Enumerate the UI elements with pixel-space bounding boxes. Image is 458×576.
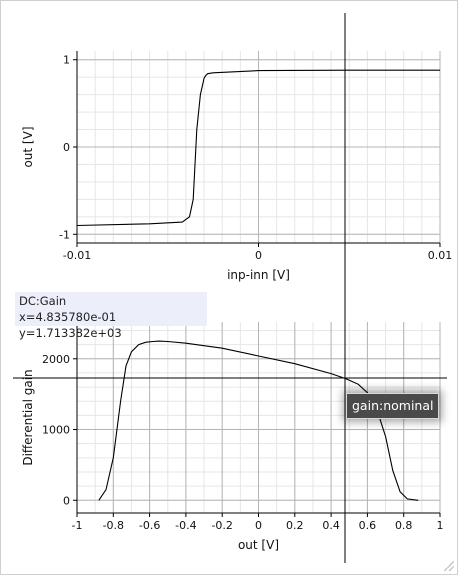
- readout-title: DC:Gain: [19, 294, 67, 308]
- bottom-plot-x-tick-label: 0.2: [286, 519, 304, 532]
- bottom-plot-x-axis-label: out [V]: [238, 538, 279, 552]
- bottom-plot-x-tick-label: 1: [437, 519, 444, 532]
- bottom-plot-x-tick-label: -0.6: [139, 519, 160, 532]
- bottom-plot-y-tick-label: 1000: [42, 424, 70, 437]
- bottom-plot-x-tick-label: 0.8: [395, 519, 413, 532]
- top-plot-y-axis-label: out [V]: [21, 126, 35, 167]
- bottom-plot-x-tick-label: -0.8: [103, 519, 124, 532]
- bottom-plot-series-line[interactable]: [98, 340, 419, 501]
- cursor-readout-box: DC:Gain x=4.835780e-01 y=1.713382e+03: [15, 292, 207, 340]
- top-plot-series-line[interactable]: [76, 69, 440, 227]
- top-plot-y-tick-label: 1: [63, 54, 70, 67]
- bottom-plot-x-tick-label: -0.4: [175, 519, 196, 532]
- top-plot-y-tick-label: -1: [59, 228, 70, 241]
- top-plot-x-tick-label: -0.01: [63, 249, 91, 262]
- top-plot-y-tick-label: 0: [63, 141, 70, 154]
- readout-values: x=4.835780e-01 y=1.713382e+03: [19, 310, 122, 340]
- bottom-plot-area[interactable]: -1 -0.8 -0.6 -0.4 -0.2 0 0.2 0.4 0.6 0.8 1 0 1000 200…: [21, 322, 444, 552]
- series-tooltip: gain:nominal: [346, 393, 440, 419]
- bottom-plot-x-tick-label: -0.2: [211, 519, 232, 532]
- bottom-plot-y-axis-label: Differential gain: [21, 369, 35, 465]
- bottom-plot-y-tick-label: 2000: [42, 353, 70, 366]
- top-plot-area[interactable]: -0.01 0 0.01 -1 0 1 inp-inn [V] out [V]: [21, 51, 452, 282]
- bottom-plot-x-tick-label: -1: [72, 519, 83, 532]
- bottom-plot-y-tick-label: 0: [63, 494, 70, 507]
- resize-grip[interactable]: [444, 561, 454, 571]
- top-plot-x-axis-label: inp-inn [V]: [227, 268, 290, 282]
- bottom-plot-x-tick-label: 0: [255, 519, 262, 532]
- bottom-plot-x-tick-label: 0.4: [322, 519, 340, 532]
- bottom-plot-x-tick-label: 0.6: [359, 519, 377, 532]
- top-plot-x-tick-label: 0: [255, 249, 262, 262]
- top-plot-x-tick-label: 0.01: [428, 249, 453, 262]
